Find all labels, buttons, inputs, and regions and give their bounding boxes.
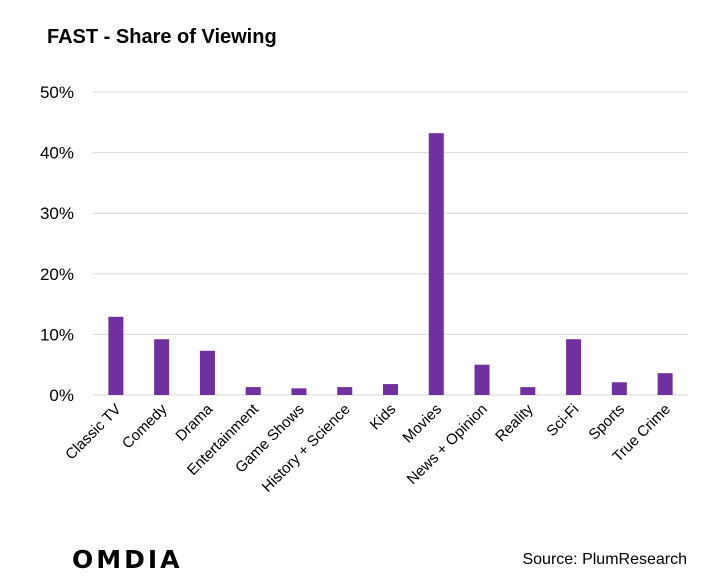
bar [245, 387, 261, 395]
bar [199, 350, 215, 395]
x-tick-label: Sci-Fi [543, 401, 582, 440]
x-tick-label: Movies [399, 401, 445, 447]
y-tick-label: 20% [40, 265, 74, 284]
bar [383, 384, 398, 395]
bar [611, 382, 627, 395]
omdia-logo: OMDIA [72, 545, 183, 571]
bar [657, 373, 673, 395]
source-note: Source: PlumResearch [522, 551, 687, 568]
y-tick-label: 10% [40, 325, 74, 344]
bar [108, 316, 124, 395]
x-tick-label: Kids [367, 401, 400, 434]
bar [154, 339, 170, 395]
y-tick-label: 50% [40, 83, 74, 102]
chart-title: FAST - Share of Viewing [47, 26, 277, 48]
x-tick-label: News + Opinion [404, 401, 491, 488]
x-tick-label: Classic TV [62, 401, 125, 464]
x-tick-label: Drama [172, 400, 216, 444]
bar [291, 388, 307, 395]
y-tick-label: 40% [40, 144, 74, 163]
x-tick-label: Reality [492, 400, 537, 445]
y-tick-label: 30% [40, 204, 74, 223]
bar [566, 339, 582, 395]
svg-text:OMDIA: OMDIA [72, 545, 183, 571]
bar [428, 133, 444, 395]
x-tick-label: Sports [585, 401, 628, 444]
bar [337, 387, 353, 395]
bar [474, 364, 490, 395]
x-tick-label: History + Science [259, 401, 354, 496]
x-tick-label: Comedy [119, 400, 171, 452]
bar [520, 387, 536, 395]
y-tick-label: 0% [49, 386, 74, 405]
